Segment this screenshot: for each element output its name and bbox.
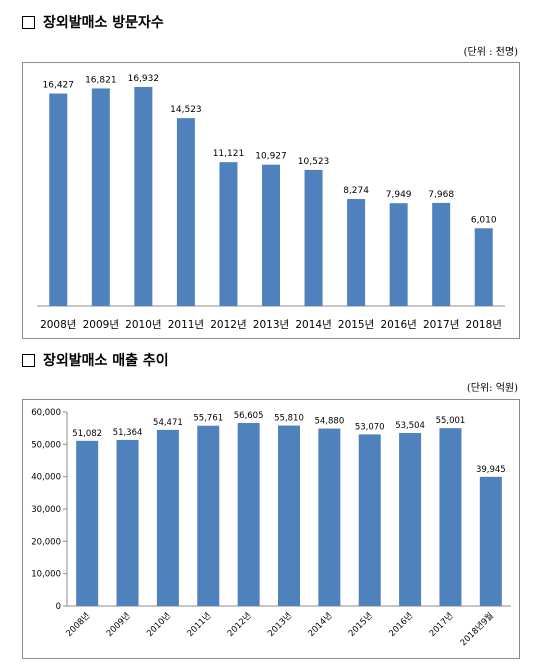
data-label: 53,504 [395,421,425,431]
x-tick-label: 2017년 [427,610,456,639]
bar [91,88,110,306]
x-tick-label: 2014년 [295,319,331,331]
bar [474,228,493,306]
x-tick-label: 2017년 [423,319,459,331]
data-label: 55,761 [193,414,223,424]
data-label: 55,810 [274,414,304,424]
visitors-chart: 16,427 2008년 16,821 2009년 16,932 2010년 14,523 2… [37,74,505,331]
x-tick-label: 2016년 [380,319,416,331]
data-label: 10,927 [255,152,287,162]
data-label: 53,070 [355,422,385,432]
x-tick-label: 2011년 [185,610,214,639]
bar [399,433,422,606]
section2-unit: (단위: 억원) [466,383,518,394]
x-tick-label: 2010년 [144,610,173,639]
data-label: 56,605 [234,411,264,421]
y-tick-label: 10,000 [31,570,61,580]
x-tick-label: 2012년 [210,319,246,331]
bar [49,93,68,307]
bar [304,169,323,306]
x-tick-label: 2018년 [466,319,502,331]
data-label: 11,121 [213,149,245,159]
data-label: 16,932 [128,74,160,84]
data-label: 16,821 [85,75,117,85]
section1-unit: (단위 : 천명) [463,47,518,58]
x-tick-label: 2014년 [306,610,335,639]
y-tick-label: 50,000 [31,440,61,450]
bar [389,203,408,306]
bar [347,198,366,306]
x-tick-label: 2008년 [40,319,76,331]
y-tick-label: 20,000 [31,537,61,547]
data-label: 8,274 [343,186,369,196]
bar [237,422,260,606]
x-tick-label: 2013년 [266,610,295,639]
bar [176,118,195,306]
bar [432,202,451,306]
section1-heading: 장외발매소 방문자수 [22,12,164,32]
data-label: 10,523 [298,157,330,167]
x-tick-label: 2008년 [64,610,93,639]
x-tick-label: 2009년 [104,610,133,639]
bar [134,87,153,306]
bar [278,425,300,606]
data-label: 16,427 [43,81,75,91]
checkbox-icon [22,353,35,367]
bar [76,440,99,606]
bar [358,434,381,606]
bar [262,164,280,306]
x-tick-label: 2013년 [253,319,289,331]
y-tick-label: 60,000 [31,408,61,418]
section2-title: 장외발매소 매출 추이 [43,353,169,369]
sales-chart: 0 10,000 20,000 30,000 40,000 50,000 60,000 51,… [31,408,511,648]
checkbox-icon [22,15,35,29]
bar [479,476,502,606]
y-tick-label: 30,000 [31,505,61,515]
bar [318,428,341,606]
y-tick-label: 0 [56,602,61,612]
data-label: 6,010 [471,215,497,225]
data-label: 7,968 [428,190,454,200]
bar [219,162,238,306]
section2-heading: 장외발매소 매출 추이 [22,350,169,370]
x-tick-label: 2011년 [168,319,204,331]
x-tick-label: 2009년 [83,319,119,331]
x-tick-label: 2015년 [338,319,374,331]
visitors-chart-frame: 16,427 2008년 16,821 2009년 16,932 2010년 14,523 2… [22,62,520,339]
x-tick-label: 2010년 [125,319,161,331]
bar [116,439,139,606]
x-tick-label: 2016년 [387,610,416,639]
section1-title: 장외발매소 방문자수 [43,15,164,31]
data-label: 55,001 [436,416,466,426]
data-label: 51,364 [113,428,143,438]
y-tick-label: 40,000 [31,473,61,483]
data-label: 54,471 [153,418,183,428]
data-label: 39,945 [476,465,506,475]
data-label: 51,082 [72,429,102,439]
bar [156,429,179,606]
x-tick-label: 2012년 [225,610,254,639]
data-label: 14,523 [170,105,202,115]
x-tick-label: 2018년9월 [458,610,496,648]
sales-chart-frame: 0 10,000 20,000 30,000 40,000 50,000 60,000 51,… [22,399,520,659]
data-label: 54,880 [314,417,344,427]
x-tick-label: 2015년 [346,610,375,639]
data-label: 7,949 [386,190,412,200]
bar [439,428,462,606]
bar [197,425,220,606]
